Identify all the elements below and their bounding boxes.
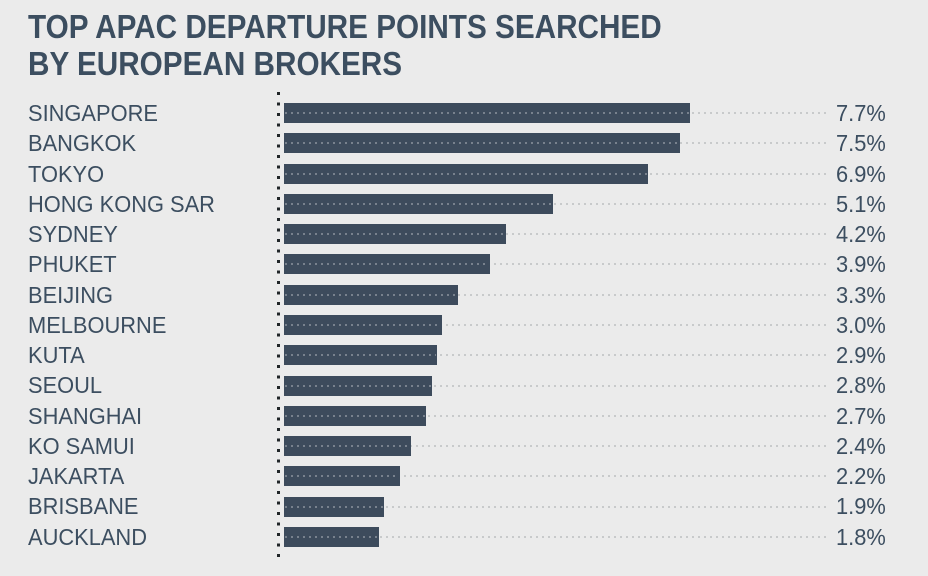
value-label: 2.4% — [836, 432, 886, 459]
category-label: TOKYO — [28, 160, 105, 187]
bar — [284, 254, 490, 275]
value-label: 3.9% — [836, 251, 886, 278]
value-label: 5.1% — [836, 190, 886, 217]
value-label: 4.2% — [836, 221, 886, 248]
value-label: 7.5% — [836, 130, 886, 157]
bar — [284, 466, 400, 487]
leader-dotted-line — [284, 202, 827, 205]
value-label: 6.9% — [836, 160, 886, 187]
chart-row: BRISBANE 1.9% — [0, 491, 928, 521]
category-label: MELBOURNE — [28, 311, 167, 338]
leader-dotted-line — [284, 445, 827, 448]
bar-inner-dotted-line — [285, 384, 431, 387]
chart-row: HONG KONG SAR 5.1% — [0, 189, 928, 219]
bar — [284, 163, 648, 184]
chart-row: MELBOURNE 3.0% — [0, 310, 928, 340]
bar — [284, 496, 385, 517]
chart-row: SYDNEY 4.2% — [0, 219, 928, 249]
bar — [284, 436, 411, 457]
chart-row: SEOUL 2.8% — [0, 370, 928, 400]
value-label: 2.8% — [836, 372, 886, 399]
chart-row: KO SAMUI 2.4% — [0, 431, 928, 461]
bar-chart-rows: SINGAPORE 7.7% BANGKOK 7.5% TOKYO 6.9% H… — [0, 98, 928, 553]
bar — [284, 284, 458, 305]
bar-inner-dotted-line — [285, 323, 442, 326]
category-label: AUCKLAND — [28, 523, 148, 550]
bar-inner-dotted-line — [285, 233, 505, 236]
bar — [284, 103, 690, 124]
leader-dotted-line — [284, 475, 827, 478]
category-label: BANGKOK — [28, 130, 137, 157]
chart-row: BEIJING 3.3% — [0, 280, 928, 310]
bar — [284, 345, 437, 366]
value-label: 3.3% — [836, 281, 886, 308]
category-label: SHANGHAI — [28, 402, 143, 429]
bar-inner-dotted-line — [285, 414, 426, 417]
zero-baseline-dotted-axis — [277, 92, 280, 562]
bar-inner-dotted-line — [285, 445, 410, 448]
bar-inner-dotted-line — [285, 202, 552, 205]
bar — [284, 314, 443, 335]
chart-row: TOKYO 6.9% — [0, 159, 928, 189]
bar-inner-dotted-line — [285, 112, 689, 115]
leader-dotted-line — [284, 354, 827, 357]
bar-inner-dotted-line — [285, 354, 436, 357]
chart-row: SHANGHAI 2.7% — [0, 401, 928, 431]
category-label: SYDNEY — [28, 221, 118, 248]
bar-inner-dotted-line — [285, 142, 679, 145]
bar-inner-dotted-line — [285, 475, 399, 478]
leader-dotted-line — [284, 323, 827, 326]
category-label: JAKARTA — [28, 463, 125, 490]
leader-dotted-line — [284, 263, 827, 266]
value-label: 2.7% — [836, 402, 886, 429]
category-label: BRISBANE — [28, 493, 139, 520]
leader-dotted-line — [284, 414, 827, 417]
chart-row: PHUKET 3.9% — [0, 249, 928, 279]
bar-inner-dotted-line — [285, 172, 647, 175]
leader-dotted-line — [284, 384, 827, 387]
chart-row: JAKARTA 2.2% — [0, 461, 928, 491]
chart-title-line-2: BY EUROPEAN BROKERS — [28, 45, 403, 82]
leader-dotted-line — [284, 535, 827, 538]
category-label: BEIJING — [28, 281, 113, 308]
chart-row: SINGAPORE 7.7% — [0, 98, 928, 128]
value-label: 2.9% — [836, 342, 886, 369]
bar — [284, 405, 427, 426]
category-label: KUTA — [28, 342, 85, 369]
leader-dotted-line — [284, 293, 827, 296]
chart-row: KUTA 2.9% — [0, 340, 928, 370]
bar — [284, 193, 553, 214]
leader-dotted-line — [284, 233, 827, 236]
value-label: 1.8% — [836, 523, 886, 550]
category-label: HONG KONG SAR — [28, 190, 215, 217]
chart-row: BANGKOK 7.5% — [0, 128, 928, 158]
category-label: KO SAMUI — [28, 432, 135, 459]
chart-title: TOP APAC DEPARTURE POINTS SEARCHED BY EU… — [28, 8, 662, 82]
bar-inner-dotted-line — [285, 263, 489, 266]
leader-dotted-line — [284, 505, 827, 508]
value-label: 2.2% — [836, 463, 886, 490]
bar-inner-dotted-line — [285, 535, 378, 538]
value-label: 7.7% — [836, 100, 886, 126]
bar — [284, 133, 680, 154]
value-label: 3.0% — [836, 311, 886, 338]
chart-title-line-1: TOP APAC DEPARTURE POINTS SEARCHED — [28, 8, 662, 45]
chart-row: AUCKLAND 1.8% — [0, 522, 928, 552]
bar-inner-dotted-line — [285, 293, 457, 296]
category-label: SEOUL — [28, 372, 103, 399]
bar — [284, 526, 379, 547]
category-label: SINGAPORE — [28, 100, 158, 126]
category-label: PHUKET — [28, 251, 117, 278]
bar-inner-dotted-line — [285, 505, 384, 508]
bar — [284, 375, 432, 396]
bar — [284, 224, 506, 245]
value-label: 1.9% — [836, 493, 886, 520]
